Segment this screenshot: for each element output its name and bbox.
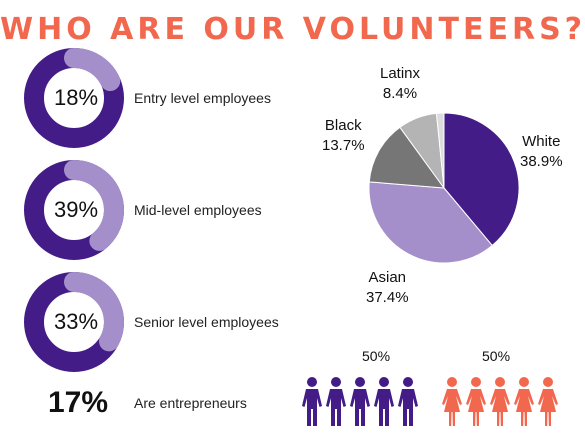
pie-label-value: 8.4% xyxy=(382,85,418,102)
donut-arc xyxy=(24,48,124,148)
entry-level-label: Entry level employees xyxy=(134,90,271,106)
gender-pictogram xyxy=(302,377,558,426)
mid-level-donut xyxy=(24,160,124,260)
male-person-icon xyxy=(374,377,394,426)
female-person-icon xyxy=(466,377,486,426)
entry-level-percent: 18% xyxy=(53,85,99,110)
mid-level-stat: 39% Mid-level employees xyxy=(24,160,324,260)
pie-label-name: Asian xyxy=(368,269,407,286)
pie-label-value: 13.7% xyxy=(322,137,365,154)
pie-label-value: 37.4% xyxy=(366,289,409,306)
entrepreneurs-label: Are entrepreneurs xyxy=(134,395,247,411)
female-person-icon xyxy=(538,377,558,426)
pie-label-latinx: Latinx 8.4% xyxy=(380,64,420,104)
donut-arc xyxy=(24,272,124,372)
donut-arc xyxy=(24,160,124,260)
male-person-icon xyxy=(350,377,370,426)
female-person-icon xyxy=(442,377,462,426)
pie-label-value: 38.9% xyxy=(520,153,563,170)
pie-slice-other xyxy=(435,112,445,189)
senior-level-stat: 33% Senior level employees xyxy=(24,272,324,372)
senior-level-label: Senior level employees xyxy=(134,314,279,330)
mid-level-label: Mid-level employees xyxy=(134,202,262,218)
male-person-icon xyxy=(326,377,346,426)
male-person-icon xyxy=(398,377,418,426)
pie-label-black: Black 13.7% xyxy=(322,116,365,156)
page-title: WHO ARE OUR VOLUNTEERS? xyxy=(0,12,585,47)
mid-level-percent: 39% xyxy=(53,197,99,222)
entry-level-donut xyxy=(24,48,124,148)
male-percent: 50% xyxy=(362,348,391,364)
pie-label-name: Latinx xyxy=(380,65,421,82)
pie-label-name: Black xyxy=(324,117,362,134)
senior-level-percent: 33% xyxy=(53,309,99,334)
pie-slice-white xyxy=(443,112,520,247)
male-person-icon xyxy=(302,377,322,426)
female-person-icon xyxy=(514,377,534,426)
entrepreneurs-percent: 17% xyxy=(48,386,109,419)
pie-slice-black xyxy=(368,126,446,189)
female-person-icon xyxy=(490,377,510,426)
pie-label-asian: Asian 37.4% xyxy=(366,268,409,308)
entry-level-stat: 18% Entry level employees xyxy=(24,48,324,148)
pie-label-name: White xyxy=(522,133,561,150)
female-percent: 50% xyxy=(482,348,511,364)
senior-level-donut xyxy=(24,272,124,372)
pie-label-white: White 38.9% xyxy=(520,132,563,172)
pie-slice-asian xyxy=(368,181,493,264)
